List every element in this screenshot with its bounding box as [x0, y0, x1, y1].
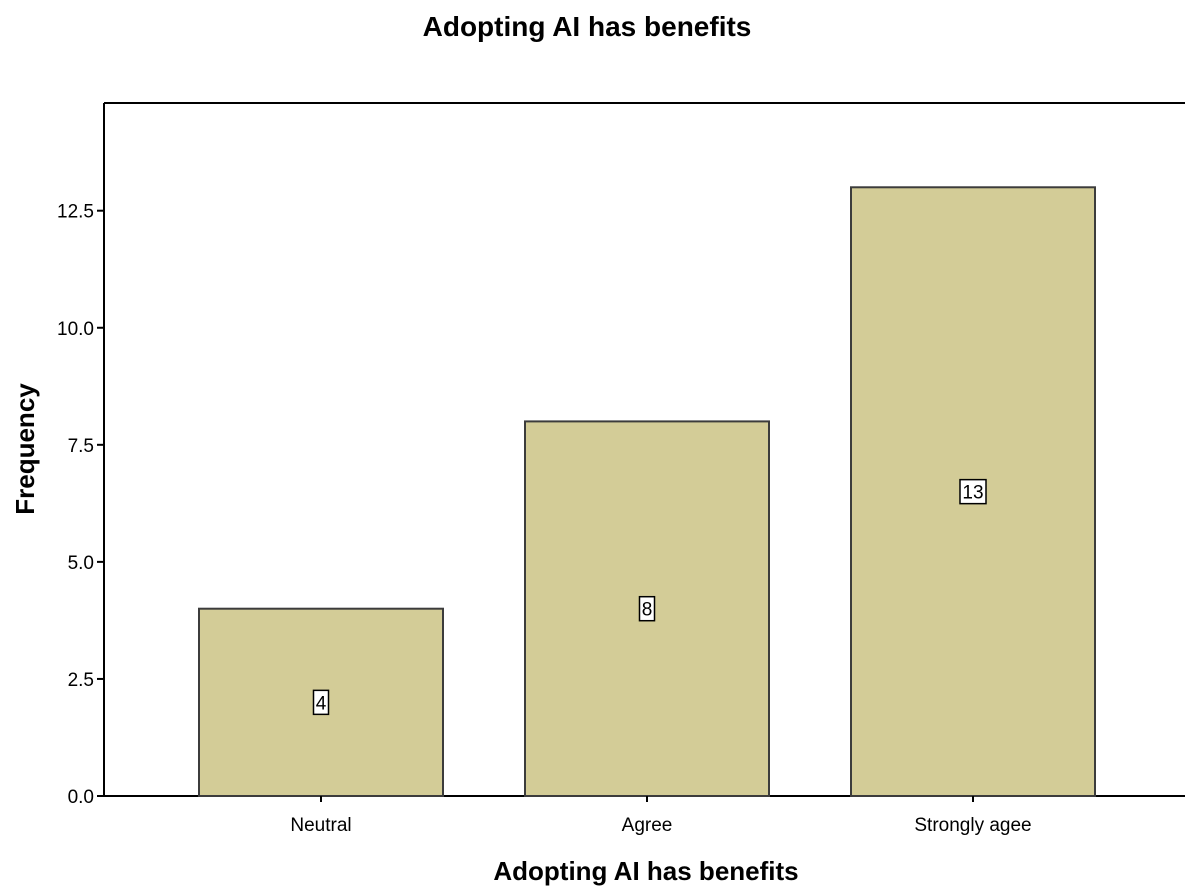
y-tick-label: 2.5 — [68, 670, 94, 691]
data-label-box — [638, 595, 656, 622]
data-label-2: 13 — [959, 478, 987, 505]
y-axis-title: Frequency — [10, 383, 40, 515]
y-tick-label: 12.5 — [57, 202, 94, 223]
y-tick-label: 10.0 — [57, 319, 94, 340]
data-label-box — [959, 478, 987, 505]
data-label-text: 4 — [316, 693, 327, 714]
x-tick-label: Agree — [622, 815, 673, 836]
data-labels-layer: 4 8 13 — [312, 478, 987, 716]
data-label-box — [312, 689, 330, 716]
data-label-text: 13 — [962, 483, 983, 504]
y-tick-label: 0.0 — [68, 787, 94, 808]
data-label-1: 8 — [638, 595, 656, 622]
ticks-layer: Neutral Agree Strongly agee 0.0 2.5 5.0 7.5 10.… — [57, 202, 1032, 836]
y-tick-label: 7.5 — [68, 436, 94, 457]
chart-title: Adopting AI has benefits — [423, 11, 752, 42]
x-axis-title: Adopting AI has benefits — [493, 856, 798, 886]
x-tick-label: Strongly agee — [914, 815, 1031, 836]
y-tick-label: 5.0 — [68, 553, 94, 574]
data-label-0: 4 — [312, 689, 330, 716]
data-label-text: 8 — [642, 600, 653, 621]
x-tick-label: Neutral — [290, 815, 351, 836]
